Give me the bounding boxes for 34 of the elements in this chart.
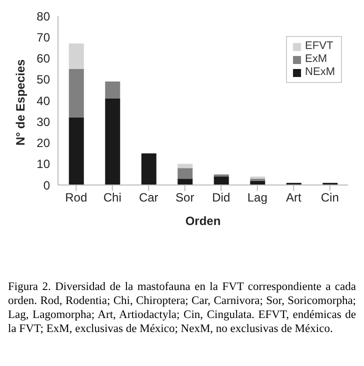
y-tick-label: 70 xyxy=(36,30,50,44)
bar xyxy=(178,178,193,185)
y-tick-label: 80 xyxy=(36,9,50,24)
x-tick-label: Did xyxy=(212,190,230,205)
bar xyxy=(68,43,84,69)
bar xyxy=(105,98,120,185)
y-axis-title: N° de Especies xyxy=(13,59,28,146)
legend-label: NExM xyxy=(304,66,335,79)
x-tick-label: Art xyxy=(286,190,302,205)
x-tick-label: Sor xyxy=(176,190,194,205)
y-tick-label: 0 xyxy=(43,178,50,192)
bar xyxy=(214,176,229,185)
y-tick-label: 10 xyxy=(36,157,50,172)
x-tick-label: Lag xyxy=(247,190,268,205)
legend-label: EFVT xyxy=(304,40,334,53)
x-tick-label: Cin xyxy=(320,190,339,205)
x-axis-title: Orden xyxy=(185,214,221,228)
bar xyxy=(68,68,84,118)
x-tick-label: Chi xyxy=(103,190,122,205)
bar xyxy=(105,81,120,98)
bar xyxy=(68,117,84,185)
bar xyxy=(178,168,193,179)
y-tick-label: 30 xyxy=(36,114,50,129)
bar xyxy=(178,164,193,168)
x-tick-label: Rod xyxy=(65,190,88,205)
y-tick-label: 40 xyxy=(36,94,50,108)
bar xyxy=(141,153,156,185)
y-tick-label: 20 xyxy=(36,136,50,150)
legend-label: ExM xyxy=(304,53,328,66)
text: Figura 2. Diversidad de la mastofauna en la FVT correspondiente a cada orden. Rod, Rodentia; Chi, Chiroptera; Car, Carnivora; Sor, Soricomorpha; Lag, Lagomorpha; Art, Artiodactyla; Cin, Cingulata. EFVT, endémicas de la FVT; ExM, exclusivas de México; NexM, no exclusivas de México. xyxy=(8,280,356,336)
y-tick-label: 60 xyxy=(36,52,50,66)
y-tick-label: 50 xyxy=(36,72,50,87)
x-tick-label: Car xyxy=(138,190,158,205)
bar xyxy=(214,174,229,177)
